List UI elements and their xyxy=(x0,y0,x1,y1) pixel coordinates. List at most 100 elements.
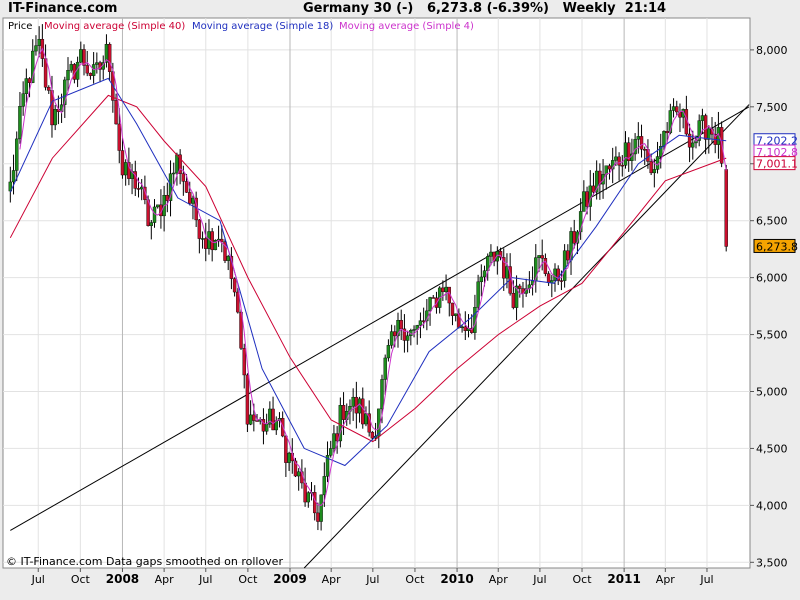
x-tick-label: Apr xyxy=(489,573,509,586)
candle-body xyxy=(707,128,711,140)
candle-body xyxy=(460,326,464,329)
legend-ma4: Moving average (Simple 4) xyxy=(339,21,474,32)
candle-body xyxy=(444,286,448,293)
candle-body xyxy=(623,142,628,166)
candle-body xyxy=(418,320,423,326)
candle-body xyxy=(136,188,141,190)
candle-body xyxy=(226,255,230,261)
candle-body xyxy=(303,482,307,503)
candle-body xyxy=(329,448,333,456)
last-value-label: 7,001.1 xyxy=(756,158,798,171)
interval: Weekly xyxy=(562,1,616,16)
price-change: (-6.39%) xyxy=(486,1,549,16)
candle-body xyxy=(53,109,57,126)
x-tick-label: Apr xyxy=(155,573,175,586)
y-tick-label: 5,500 xyxy=(756,329,788,342)
candle-body xyxy=(313,492,317,514)
candle-body xyxy=(614,156,618,161)
candle-body xyxy=(405,335,410,341)
x-tick-label: Jul xyxy=(198,573,212,586)
candle-body xyxy=(252,414,256,421)
candle-body xyxy=(636,136,641,140)
candle-body xyxy=(184,181,189,193)
candle-body xyxy=(498,251,503,258)
x-tick-label: Jul xyxy=(365,573,379,586)
chart-title: Germany 30 (-) 6,273.8 (-6.39%) Weekly 2… xyxy=(303,1,666,16)
candle-body xyxy=(700,115,705,121)
candle-body xyxy=(69,64,73,71)
title-bar: IT-Finance.com Germany 30 (-) 6,273.8 (-… xyxy=(0,0,800,18)
candle-body xyxy=(117,123,121,151)
candle-body xyxy=(104,44,109,63)
candle-body xyxy=(389,331,394,346)
candle-body xyxy=(232,278,237,293)
candle-body xyxy=(82,49,86,66)
last-value-label: 7,202.2 xyxy=(756,135,798,148)
candle-body xyxy=(396,320,400,337)
candle-body xyxy=(133,171,137,189)
candle-body xyxy=(649,161,653,174)
last-value-box xyxy=(753,156,796,171)
candle-body xyxy=(441,287,445,293)
candle-body xyxy=(594,170,599,193)
last-value-label: 6,273.8 xyxy=(756,240,798,253)
candle-body xyxy=(149,222,154,226)
candle-body xyxy=(364,413,368,425)
candle-body xyxy=(165,195,170,201)
candle-body xyxy=(502,257,506,279)
candle-body xyxy=(242,348,246,376)
candle-body xyxy=(562,250,567,281)
legend: Price Moving average (Simple 40) Moving … xyxy=(8,21,474,32)
candle-body xyxy=(470,327,474,333)
candle-body xyxy=(47,86,51,91)
candle-body xyxy=(386,345,391,359)
candle-body xyxy=(63,79,67,105)
last-value-box xyxy=(753,238,796,253)
candle-body xyxy=(383,357,387,380)
candle-body xyxy=(476,281,480,308)
candle-body xyxy=(66,70,70,81)
ma40-line xyxy=(9,94,727,443)
candle-body xyxy=(489,251,493,257)
candle-body xyxy=(724,169,728,247)
candle-body xyxy=(540,255,544,259)
x-axis: Jul Oct 2008 Apr Jul Oct 2009 Apr Jul Oct 2010 Apr J… xyxy=(31,568,714,586)
ma18-line xyxy=(9,77,727,467)
candle-body xyxy=(156,204,160,208)
candle-body xyxy=(633,139,637,155)
candle-body xyxy=(18,106,22,140)
candle-body xyxy=(450,302,455,316)
candle-body xyxy=(655,156,660,170)
y-tick-label: 8,000 xyxy=(756,44,788,57)
candle-body xyxy=(453,313,458,316)
candle-body xyxy=(354,396,359,414)
candle-body xyxy=(370,431,375,439)
gridlines xyxy=(3,18,750,568)
x-tick-label: 2008 xyxy=(106,572,139,586)
candle-body xyxy=(511,293,516,308)
candle-body xyxy=(338,405,343,442)
candle-body xyxy=(223,241,227,261)
candle-body xyxy=(322,476,327,496)
y-tick-label: 7,500 xyxy=(756,101,788,114)
candle-body xyxy=(197,219,202,239)
candle-body xyxy=(607,165,612,170)
candle-body xyxy=(492,251,496,262)
candle-body xyxy=(245,374,250,425)
candle-body xyxy=(412,329,416,331)
y-tick-label: 6,000 xyxy=(756,272,788,285)
instrument-name: Germany 30 (-) xyxy=(303,1,414,16)
candle-body xyxy=(665,131,669,134)
candle-body xyxy=(319,494,323,522)
candle-body xyxy=(27,78,32,83)
candle-body xyxy=(495,251,500,262)
candle-body xyxy=(402,328,407,341)
x-tick-label: 2011 xyxy=(607,572,640,586)
candle-body xyxy=(175,154,179,174)
candle-body xyxy=(172,172,176,175)
footer-copyright: © IT-Finance.com Data gaps smoothed on r… xyxy=(6,555,283,568)
last-value-label: 7,102.8 xyxy=(756,146,798,159)
candle-body xyxy=(88,72,93,76)
last-price: 6,273.8 xyxy=(426,1,483,16)
